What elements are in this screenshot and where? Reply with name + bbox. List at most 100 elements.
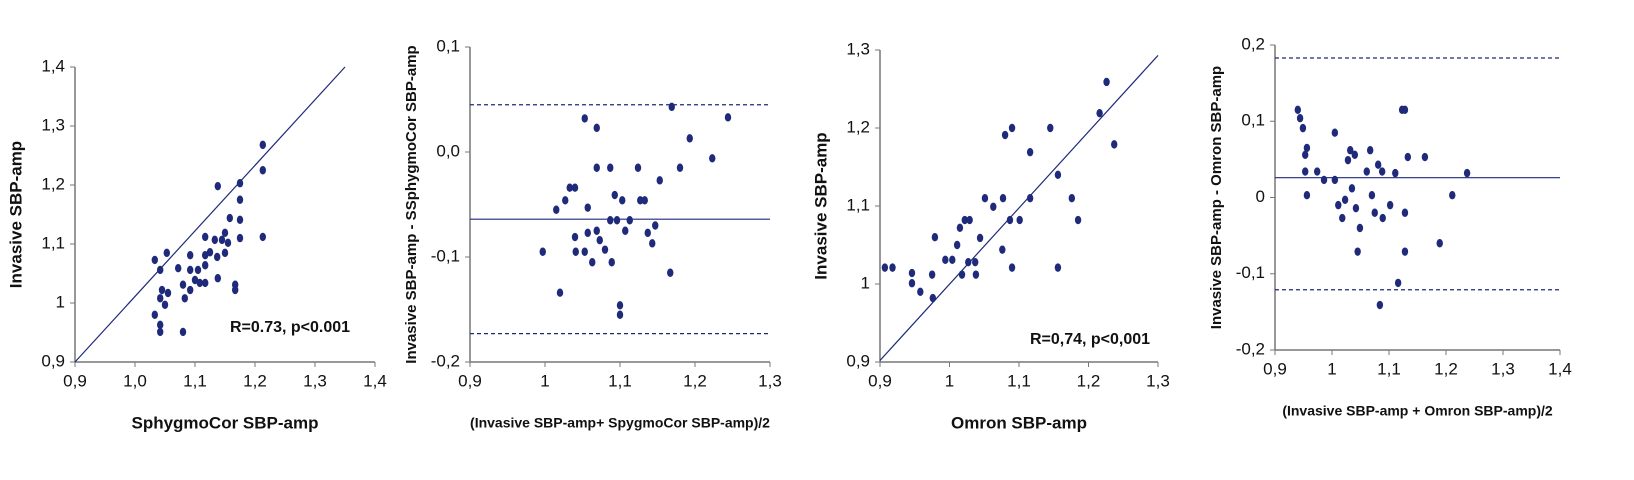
y-tick-label: -0,1 — [1236, 263, 1265, 282]
y-tick-label: 1 — [861, 273, 870, 292]
point — [976, 233, 984, 243]
x-axis-label: (Invasive SBP-amp+ SpygmoCor SBP-amp)/2 — [470, 415, 770, 431]
point — [622, 226, 629, 235]
x-tick-label: 1,4 — [1548, 359, 1572, 378]
point — [1376, 300, 1384, 310]
point — [1348, 184, 1356, 193]
x-tick-label: 1,2 — [1434, 359, 1458, 378]
point — [584, 228, 591, 238]
point — [644, 228, 651, 238]
x-axis-label: Omron SBP-amp — [951, 413, 1087, 432]
point — [1371, 208, 1378, 217]
point — [668, 102, 675, 112]
point — [236, 215, 244, 225]
fit-line — [74, 66, 346, 363]
point — [158, 285, 166, 295]
point — [596, 236, 603, 245]
y-tick-label: 0,1 — [436, 36, 460, 55]
x-axis-label: SphygmoCor SBP-amp — [131, 413, 318, 432]
x-tick-label: 1,1 — [183, 371, 207, 390]
x-tick-label: 0,9 — [868, 371, 892, 390]
point — [593, 123, 600, 133]
point — [1006, 215, 1014, 225]
point — [553, 205, 560, 214]
point — [1103, 77, 1110, 87]
point — [1111, 140, 1118, 149]
y-tick-label: 0,1 — [1241, 111, 1265, 130]
point — [202, 251, 209, 260]
y-tick-label: -0,2 — [431, 351, 460, 370]
point — [1026, 147, 1034, 157]
point — [686, 134, 693, 143]
point — [649, 239, 656, 248]
x-tick-label: 1,0 — [123, 371, 147, 390]
x-tick-label: 1 — [540, 371, 549, 390]
point — [637, 196, 644, 205]
point — [232, 280, 239, 289]
point — [1016, 215, 1023, 225]
y-tick-label: 0,2 — [1241, 34, 1265, 53]
point — [1404, 152, 1412, 162]
y-tick-label: 0,9 — [846, 351, 870, 370]
point — [1401, 247, 1409, 256]
point — [958, 270, 966, 279]
point — [881, 263, 889, 272]
point — [157, 320, 164, 330]
point — [641, 196, 648, 205]
point — [593, 226, 600, 235]
point — [1392, 168, 1399, 178]
point — [179, 280, 187, 289]
point — [175, 263, 182, 273]
point — [613, 216, 621, 225]
point — [571, 183, 579, 192]
point — [1008, 123, 1016, 133]
point — [539, 247, 546, 256]
point — [157, 327, 164, 337]
x-tick-label: 1,1 — [608, 371, 632, 390]
point — [999, 245, 1006, 254]
point — [194, 265, 202, 275]
point — [928, 270, 936, 279]
point — [634, 163, 642, 172]
point — [608, 258, 615, 267]
x-tick-label: 1,3 — [1491, 359, 1515, 378]
y-tick-label: 1,3 — [41, 115, 65, 134]
point — [1331, 175, 1339, 185]
point — [607, 163, 614, 172]
y-tick-label: 1,2 — [846, 117, 870, 136]
point — [1335, 200, 1342, 210]
point — [1047, 123, 1054, 133]
x-tick-label: 1 — [945, 371, 954, 390]
point — [601, 245, 609, 254]
point — [1386, 200, 1394, 210]
point — [676, 163, 684, 172]
y-tick-label: -0,1 — [431, 246, 460, 265]
point — [961, 215, 968, 225]
point — [226, 213, 233, 223]
y-axis-label: Invasive SBP-amp - Omron SBP-amp — [1208, 66, 1225, 329]
annotation: R=0.73, p<0.001 — [230, 319, 350, 336]
point — [562, 196, 569, 205]
point — [1302, 167, 1309, 176]
point — [953, 240, 961, 250]
point — [571, 232, 579, 242]
point — [181, 294, 188, 303]
point — [981, 194, 989, 203]
point — [1401, 208, 1409, 217]
y-tick-label: 1 — [56, 292, 65, 311]
point — [616, 301, 624, 310]
point — [191, 275, 199, 285]
point — [584, 203, 591, 212]
point — [1394, 278, 1402, 288]
point — [1344, 155, 1352, 165]
point — [917, 287, 924, 296]
point — [1356, 223, 1364, 233]
point — [626, 216, 633, 225]
point — [221, 248, 229, 258]
point — [1378, 167, 1386, 176]
point — [1436, 239, 1443, 248]
point — [259, 140, 266, 150]
x-axis-label: (Invasive SBP-amp + Omron SBP-amp)/2 — [1282, 403, 1553, 419]
point — [1351, 150, 1359, 159]
point — [1339, 213, 1346, 223]
